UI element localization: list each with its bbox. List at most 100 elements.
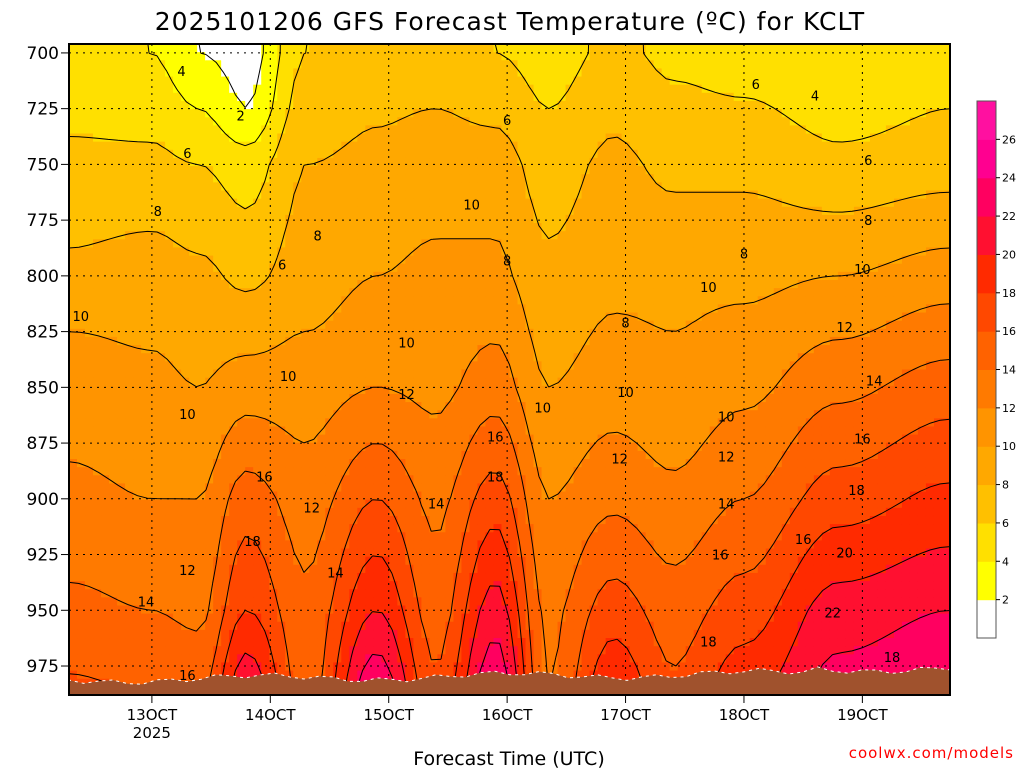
- temperature-cell: [541, 621, 551, 631]
- temperature-cell: [549, 638, 559, 647]
- temperature-cell: [445, 149, 455, 159]
- temperature-cell: [525, 76, 535, 86]
- temperature-cell: [485, 320, 495, 330]
- temperature-cell: [277, 304, 286, 314]
- temperature-cell: [445, 491, 455, 501]
- temperature-cell: [461, 141, 471, 151]
- temperature-cell: [117, 296, 126, 305]
- temperature-cell: [133, 336, 142, 346]
- temperature-cell: [173, 572, 182, 582]
- temperature-cell: [101, 247, 110, 257]
- temperature-cell: [373, 76, 382, 86]
- temperature-cell: [357, 214, 366, 224]
- temperature-cell: [189, 524, 198, 533]
- temperature-cell: [485, 279, 495, 289]
- temperature-cell: [125, 353, 134, 362]
- temperature-cell: [501, 44, 511, 53]
- temperature-cell: [189, 418, 198, 428]
- temperature-cell: [445, 288, 455, 297]
- temperature-cell: [557, 206, 567, 216]
- temperature-cell: [101, 312, 110, 322]
- temperature-cell: [501, 597, 511, 607]
- temperature-cell: [93, 507, 102, 517]
- temperature-cell: [293, 410, 302, 419]
- temperature-cell: [117, 524, 126, 533]
- temperature-cell: [133, 263, 142, 273]
- temperature-cell: [237, 507, 246, 517]
- temperature-cell: [165, 68, 174, 78]
- temperature-cell: [229, 418, 238, 428]
- temperature-cell: [237, 515, 246, 525]
- temperature-cell: [133, 141, 142, 151]
- temperature-cell: [221, 288, 230, 297]
- temperature-cell: [477, 174, 487, 183]
- temperature-cell: [85, 524, 94, 533]
- temperature-cell: [365, 223, 374, 232]
- temperature-cell: [189, 434, 198, 444]
- temperature-cell: [213, 597, 222, 607]
- temperature-cell: [429, 206, 439, 216]
- temperature-cell: [197, 141, 206, 151]
- temperature-cell: [237, 369, 246, 379]
- temperature-cell: [549, 190, 559, 200]
- temperature-cell: [181, 353, 190, 362]
- temperature-cell: [309, 288, 318, 297]
- temperature-cell: [397, 247, 406, 257]
- temperature-cell: [181, 279, 190, 289]
- temperature-cell: [365, 442, 374, 452]
- temperature-cell: [77, 206, 86, 216]
- temperature-cell: [341, 345, 350, 354]
- temperature-cell: [325, 320, 334, 330]
- temperature-cell: [237, 125, 246, 135]
- temperature-cell: [549, 247, 559, 257]
- temperature-cell: [197, 556, 206, 566]
- temperature-cell: [541, 564, 551, 574]
- temperature-cell: [461, 548, 471, 558]
- temperature-cell: [533, 288, 543, 297]
- temperature-cell: [285, 556, 294, 566]
- temperature-cell: [277, 385, 286, 395]
- temperature-cell: [453, 157, 463, 167]
- temperature-cell: [133, 377, 142, 387]
- temperature-cell: [549, 198, 559, 208]
- temperature-cell: [397, 320, 406, 330]
- temperature-cell: [485, 638, 495, 647]
- temperature-cell: [213, 515, 222, 525]
- temperature-cell: [557, 100, 567, 110]
- temperature-cell: [373, 125, 382, 135]
- temperature-cell: [549, 345, 559, 354]
- temperature-cell: [237, 198, 246, 208]
- temperature-cell: [133, 418, 142, 428]
- temperature-cell: [165, 328, 174, 338]
- temperature-cell: [165, 597, 174, 607]
- temperature-cell: [381, 670, 390, 680]
- temperature-cell: [373, 613, 382, 623]
- temperature-cell: [109, 84, 118, 94]
- temperature-cell: [125, 564, 134, 574]
- temperature-cell: [453, 353, 463, 362]
- temperature-cell: [397, 426, 406, 436]
- temperature-cell: [69, 288, 78, 297]
- temperature-cell: [229, 255, 238, 265]
- temperature-cell: [85, 288, 94, 297]
- temperature-cell: [213, 385, 222, 395]
- temperature-cell: [189, 182, 198, 192]
- temperature-cell: [173, 312, 182, 322]
- temperature-cell: [269, 638, 278, 647]
- temperature-cell: [365, 556, 374, 566]
- temperature-cell: [157, 149, 166, 159]
- temperature-cell: [501, 646, 511, 655]
- temperature-cell: [237, 572, 246, 582]
- temperature-cell: [485, 336, 495, 346]
- temperature-cell: [549, 109, 559, 118]
- temperature-cell: [173, 654, 182, 664]
- temperature-cell: [525, 198, 535, 208]
- temperature-cell: [325, 166, 334, 175]
- temperature-cell: [197, 174, 206, 183]
- temperature-cell: [269, 353, 278, 362]
- temperature-cell: [205, 654, 214, 664]
- temperature-cell: [357, 369, 366, 379]
- temperature-cell: [157, 426, 166, 436]
- temperature-cell: [261, 426, 270, 436]
- temperature-cell: [461, 385, 471, 395]
